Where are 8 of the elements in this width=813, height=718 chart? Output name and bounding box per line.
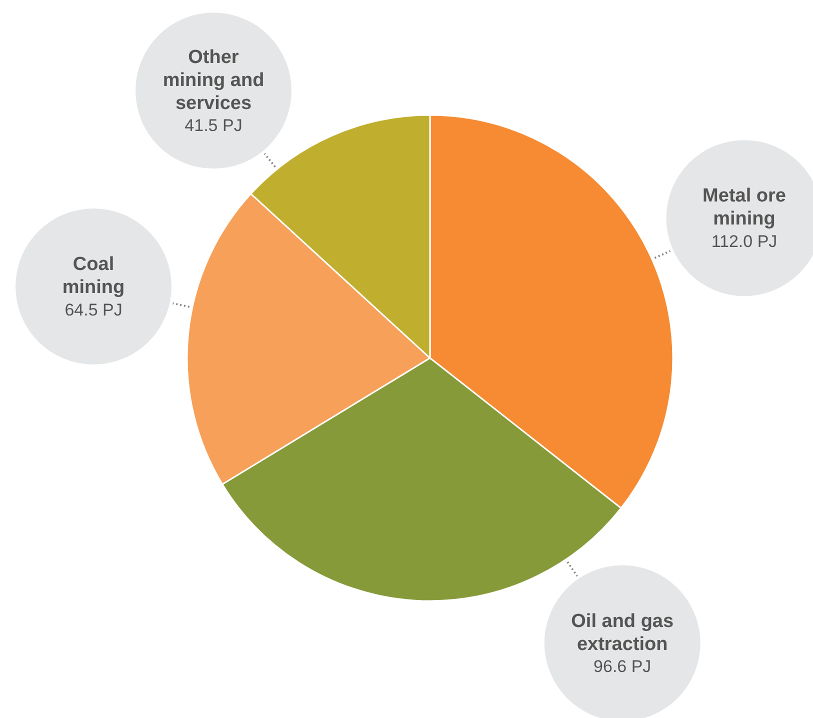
slice-label: Metal ore mining <box>702 186 786 230</box>
data-label: 96.6 PJ <box>594 657 652 676</box>
data-label: 41.5 PJ <box>184 116 242 136</box>
slice-label: Other mining and services <box>162 46 264 114</box>
slice-label: Coal mining <box>62 254 125 298</box>
slice-label: Oil and gas extraction <box>571 610 674 655</box>
data-label: 64.5 PJ <box>64 300 122 320</box>
data-label: 112.0 PJ <box>711 232 778 252</box>
